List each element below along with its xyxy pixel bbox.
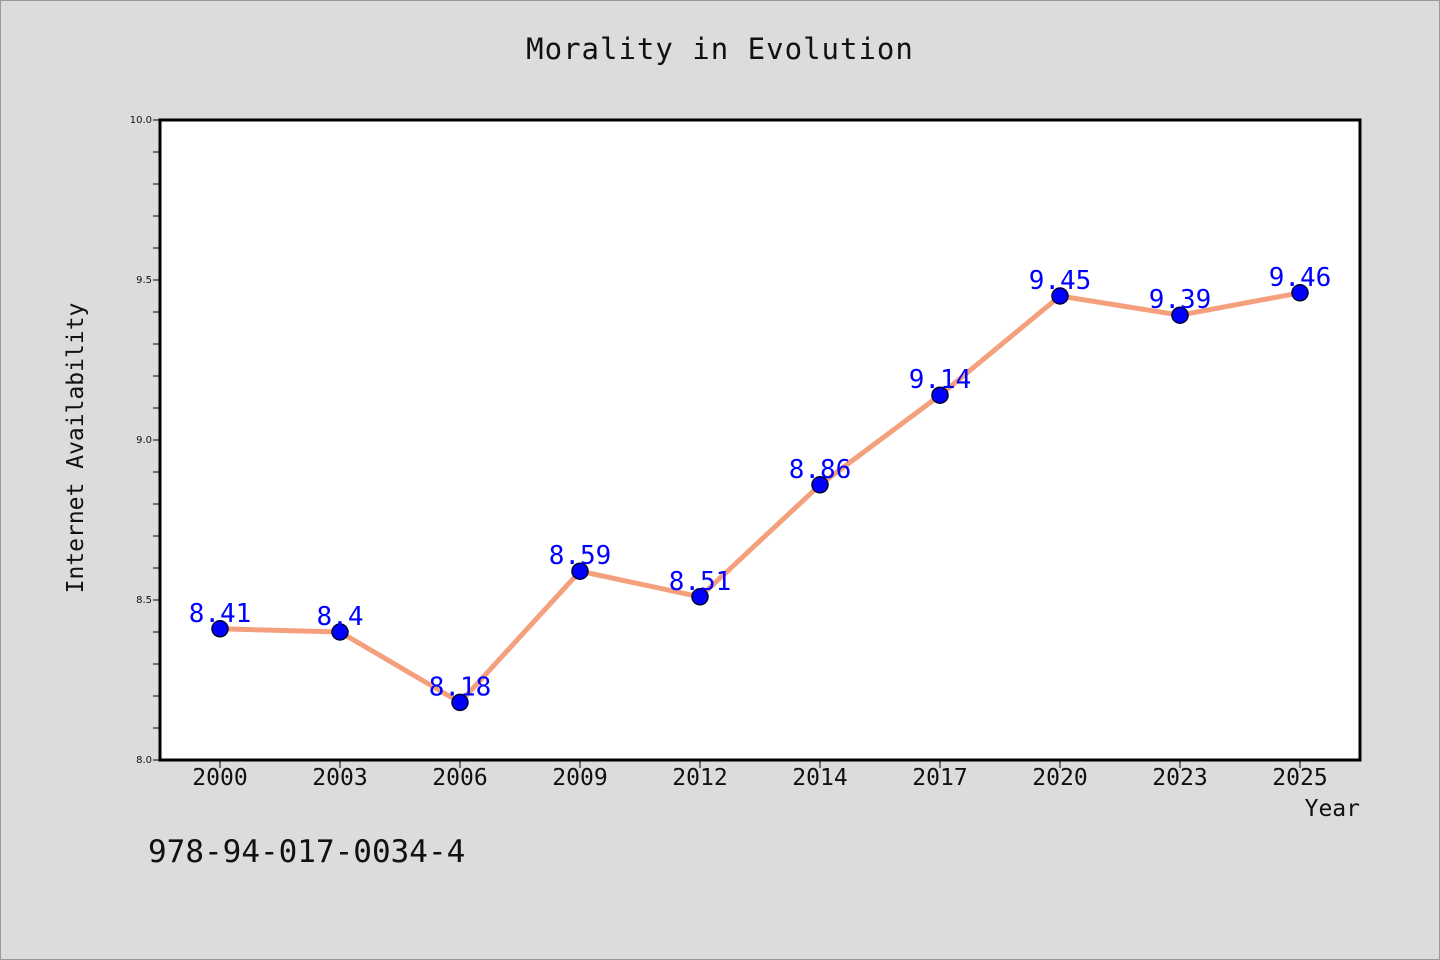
x-tick-label: 2023 — [1152, 765, 1207, 791]
data-label: 9.46 — [1269, 263, 1332, 293]
isbn-identifier: 978-94-017-0034-4 — [148, 834, 466, 870]
data-labels: 8.41 8.4 8.18 8.59 8.51 8.86 9.14 9.45 9.39 9.46 — [189, 263, 1332, 703]
data-point — [571, 562, 589, 580]
data-label: 8.4 — [317, 602, 364, 632]
x-tick-label: 2017 — [912, 765, 967, 791]
data-point — [211, 620, 229, 638]
x-tick-label: 2003 — [312, 765, 367, 791]
data-point — [691, 588, 709, 606]
data-label: 8.18 — [429, 672, 492, 702]
data-label: 9.14 — [909, 365, 972, 395]
y-axis-ticks: 8.0 8.5 9.0 9.5 10.0 — [130, 115, 160, 766]
data-label: 8.59 — [549, 541, 612, 571]
data-point — [1291, 284, 1309, 302]
x-tick-label: 2020 — [1032, 765, 1087, 791]
y-tick-label: 9.0 — [136, 435, 152, 446]
x-tick-label: 2025 — [1272, 765, 1327, 791]
y-tick-label: 10.0 — [130, 115, 152, 126]
data-label: 8.86 — [789, 455, 852, 485]
data-point — [931, 386, 949, 404]
y-tick-label: 8.0 — [136, 755, 152, 766]
data-point — [1171, 306, 1189, 324]
series-markers — [211, 284, 1309, 712]
x-tick-label: 2000 — [192, 765, 247, 791]
data-point — [451, 693, 469, 712]
data-label: 8.51 — [669, 567, 732, 597]
chart-title: Morality in Evolution — [526, 32, 914, 66]
x-axis-label: Year — [1304, 796, 1360, 822]
y-tick-label: 9.5 — [136, 275, 152, 286]
x-tick-label: 2014 — [792, 765, 847, 791]
data-label: 9.45 — [1029, 266, 1092, 296]
x-tick-label: 2012 — [672, 765, 727, 791]
x-axis-ticks: 2000 2003 2006 2009 2012 2014 2017 2020 2023 2025 — [192, 760, 1328, 791]
x-tick-label: 2009 — [552, 765, 607, 791]
data-point — [811, 476, 829, 494]
x-tick-label: 2006 — [432, 765, 487, 791]
series-line — [219, 290, 1301, 705]
plot-area — [158, 118, 1362, 762]
data-label: 8.41 — [189, 599, 252, 629]
data-point — [1051, 287, 1069, 305]
data-label: 9.39 — [1149, 285, 1212, 315]
y-tick-label: 8.5 — [136, 595, 152, 606]
data-point — [331, 623, 349, 641]
